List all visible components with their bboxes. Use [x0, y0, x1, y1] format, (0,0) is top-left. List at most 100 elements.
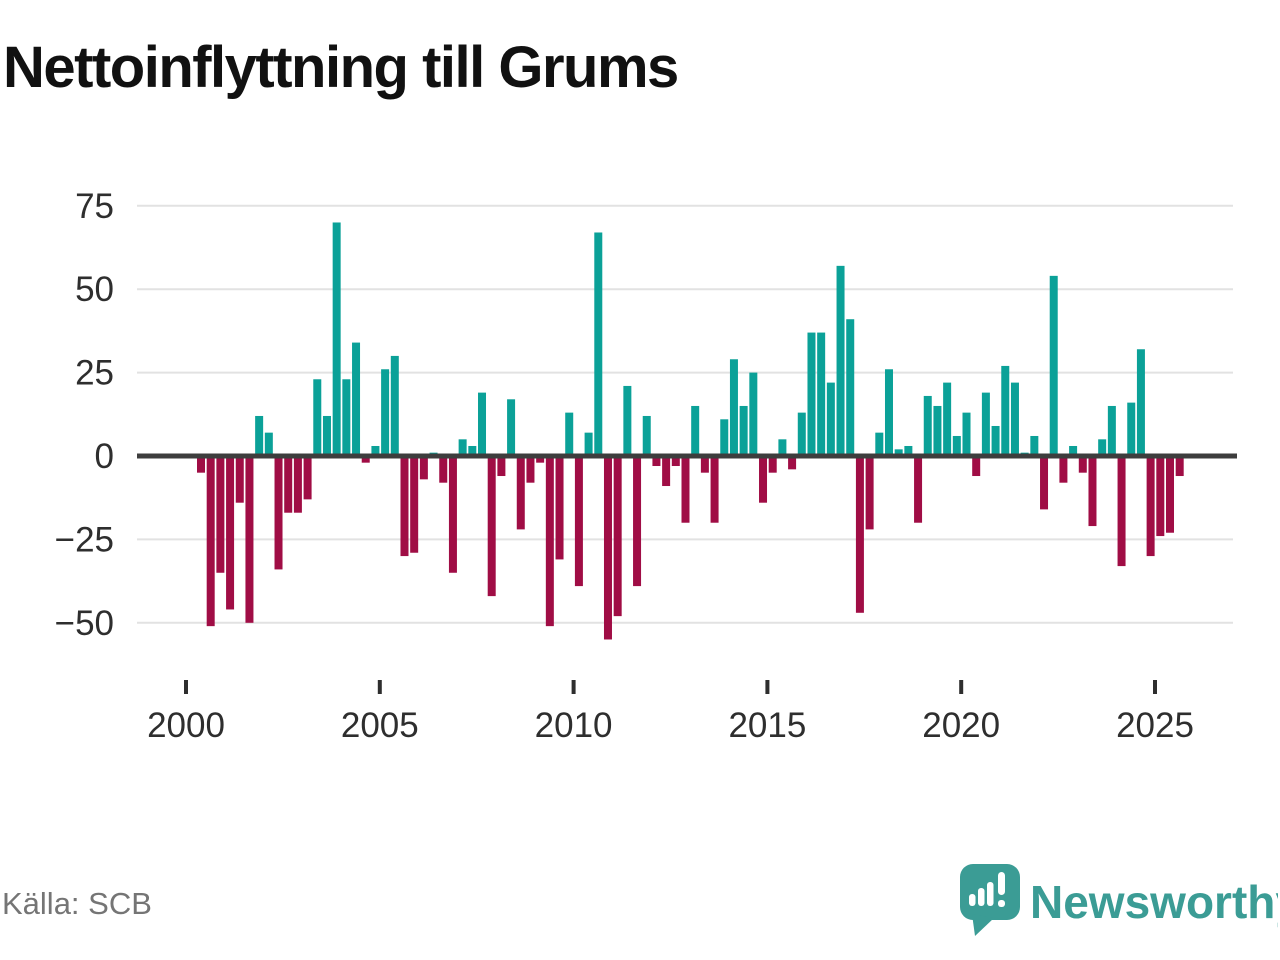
bar: [245, 456, 254, 623]
bar: [264, 432, 273, 456]
x-axis-tick-label: 2010: [535, 706, 613, 745]
bar: [206, 456, 215, 627]
logo-exclamation-bar: [998, 872, 1005, 895]
bar: [303, 456, 312, 500]
bar: [468, 445, 477, 456]
bar: [371, 445, 380, 456]
x-axis-tick-label: 2025: [1116, 706, 1194, 745]
bar: [914, 456, 923, 523]
x-axis-tick-label: 2000: [147, 706, 225, 745]
bar: [1010, 382, 1019, 456]
y-axis-tick-label: 25: [75, 354, 114, 393]
bar-chart: 75 50 25 0 −25 −50 2000 2005 2010 2015 2020 2025: [55, 187, 1237, 745]
bar: [633, 456, 642, 587]
bar: [788, 456, 797, 470]
bar: [826, 382, 835, 456]
bar: [390, 355, 399, 456]
bar: [342, 379, 351, 456]
bar: [545, 456, 554, 627]
bar: [710, 456, 719, 523]
bar: [1098, 439, 1107, 456]
bar: [1001, 365, 1010, 456]
bar: [536, 456, 545, 463]
bar: [691, 405, 700, 456]
bar: [497, 456, 506, 477]
bar: [962, 412, 971, 456]
x-axis-tick-label: 2020: [922, 706, 1000, 745]
bar: [884, 369, 893, 456]
bar: [778, 439, 787, 456]
bar: [284, 456, 293, 513]
bar: [836, 265, 845, 456]
chart-title: Nettoinflyttning till Grums: [3, 35, 679, 100]
bar: [448, 456, 457, 573]
bar: [981, 392, 990, 456]
bar: [991, 425, 1000, 456]
bar: [594, 232, 603, 456]
bar: [623, 385, 632, 456]
bar: [216, 456, 225, 573]
bar: [226, 456, 235, 610]
bar: [381, 369, 390, 456]
bar: [458, 439, 467, 456]
x-axis-tick-label: 2015: [728, 706, 806, 745]
bar: [603, 456, 612, 640]
bar: [1030, 435, 1039, 456]
bar: [1175, 456, 1184, 477]
bar: [1059, 456, 1068, 483]
bar: [255, 415, 264, 456]
bar: [729, 359, 738, 456]
bar: [933, 405, 942, 456]
bar: [807, 332, 816, 456]
logo-bars-icon: [969, 872, 1005, 907]
bar: [817, 332, 826, 456]
bar: [700, 456, 709, 473]
bar: [322, 415, 331, 456]
bar: [1166, 456, 1174, 533]
bar: [671, 456, 680, 467]
bar: [332, 222, 341, 456]
bar: [1136, 349, 1145, 456]
bar: [652, 456, 661, 467]
bar: [1069, 445, 1078, 456]
bar: [662, 456, 671, 487]
logo-exclamation-dot: [998, 900, 1005, 907]
bar: [313, 379, 322, 456]
bar: [739, 405, 748, 456]
bar: [274, 456, 283, 570]
bar: [1040, 456, 1049, 510]
bar: [904, 445, 913, 456]
bar: [681, 456, 690, 523]
bar: [235, 456, 244, 503]
bar: [516, 456, 525, 530]
bar: [584, 432, 593, 456]
bar: [419, 456, 428, 480]
bar: [1107, 405, 1116, 456]
newsworthy-logo-text: Newsworthy: [1030, 876, 1278, 928]
bar: [565, 412, 574, 456]
bar: [400, 456, 409, 557]
y-axis-tick-label: 50: [75, 270, 114, 309]
bar: [613, 456, 622, 617]
bar: [865, 456, 874, 530]
bar: [507, 399, 516, 456]
bar: [1049, 275, 1058, 456]
source-label: Källa: SCB: [2, 886, 152, 921]
bar: [1117, 456, 1126, 567]
bar: [1088, 456, 1097, 527]
bar: [923, 395, 932, 456]
bar: [642, 415, 651, 456]
bar: [875, 432, 884, 456]
bar: [361, 456, 370, 463]
newsworthy-logo-mark: [960, 864, 1020, 936]
bar: [846, 319, 855, 456]
bar: [1078, 456, 1087, 473]
bar: [1156, 456, 1165, 537]
newsworthy-logo: Newsworthy: [960, 864, 1278, 936]
bar: [487, 456, 496, 597]
y-axis-tick-label: 75: [75, 187, 114, 226]
bar: [555, 456, 564, 560]
bar: [943, 382, 952, 456]
bar: [574, 456, 583, 587]
bar: [197, 456, 205, 473]
